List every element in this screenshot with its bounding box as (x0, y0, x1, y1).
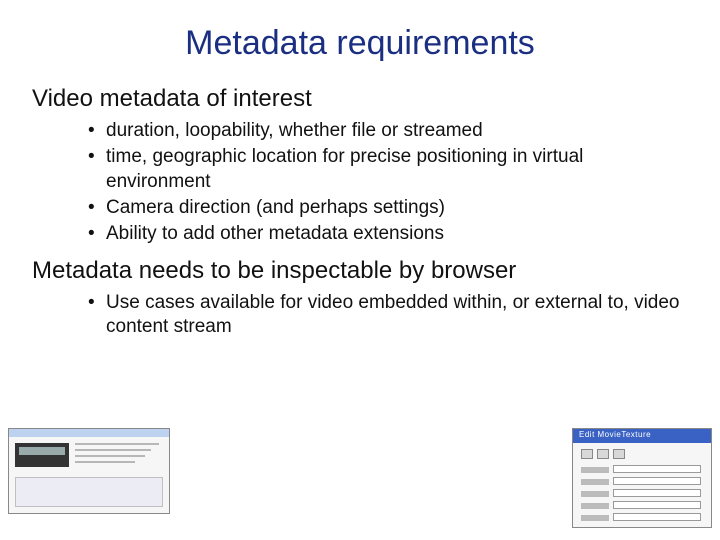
bullet-item: time, geographic location for precise po… (88, 145, 680, 194)
bullet-list-1: duration, loopability, whether file or s… (88, 119, 680, 247)
bullet-item: duration, loopability, whether file or s… (88, 119, 680, 143)
bullet-item: Camera direction (and perhaps settings) (88, 196, 680, 220)
thumbnail-webpage (8, 428, 170, 514)
section-heading-1: Video metadata of interest (32, 85, 680, 113)
bullet-item: Use cases available for video embedded w… (88, 291, 680, 340)
bullet-item: Ability to add other metadata extensions (88, 222, 680, 246)
bullet-list-2: Use cases available for video embedded w… (88, 291, 680, 340)
thumbnail-dialog: Edit MovieTexture (572, 428, 712, 528)
slide-title: Metadata requirements (40, 24, 680, 63)
thumbnail-dialog-title: Edit MovieTexture (579, 430, 651, 439)
slide: Metadata requirements Video metadata of … (0, 0, 720, 540)
section-heading-2: Metadata needs to be inspectable by brow… (32, 257, 680, 285)
thumbnail-row: Edit MovieTexture (0, 428, 720, 528)
